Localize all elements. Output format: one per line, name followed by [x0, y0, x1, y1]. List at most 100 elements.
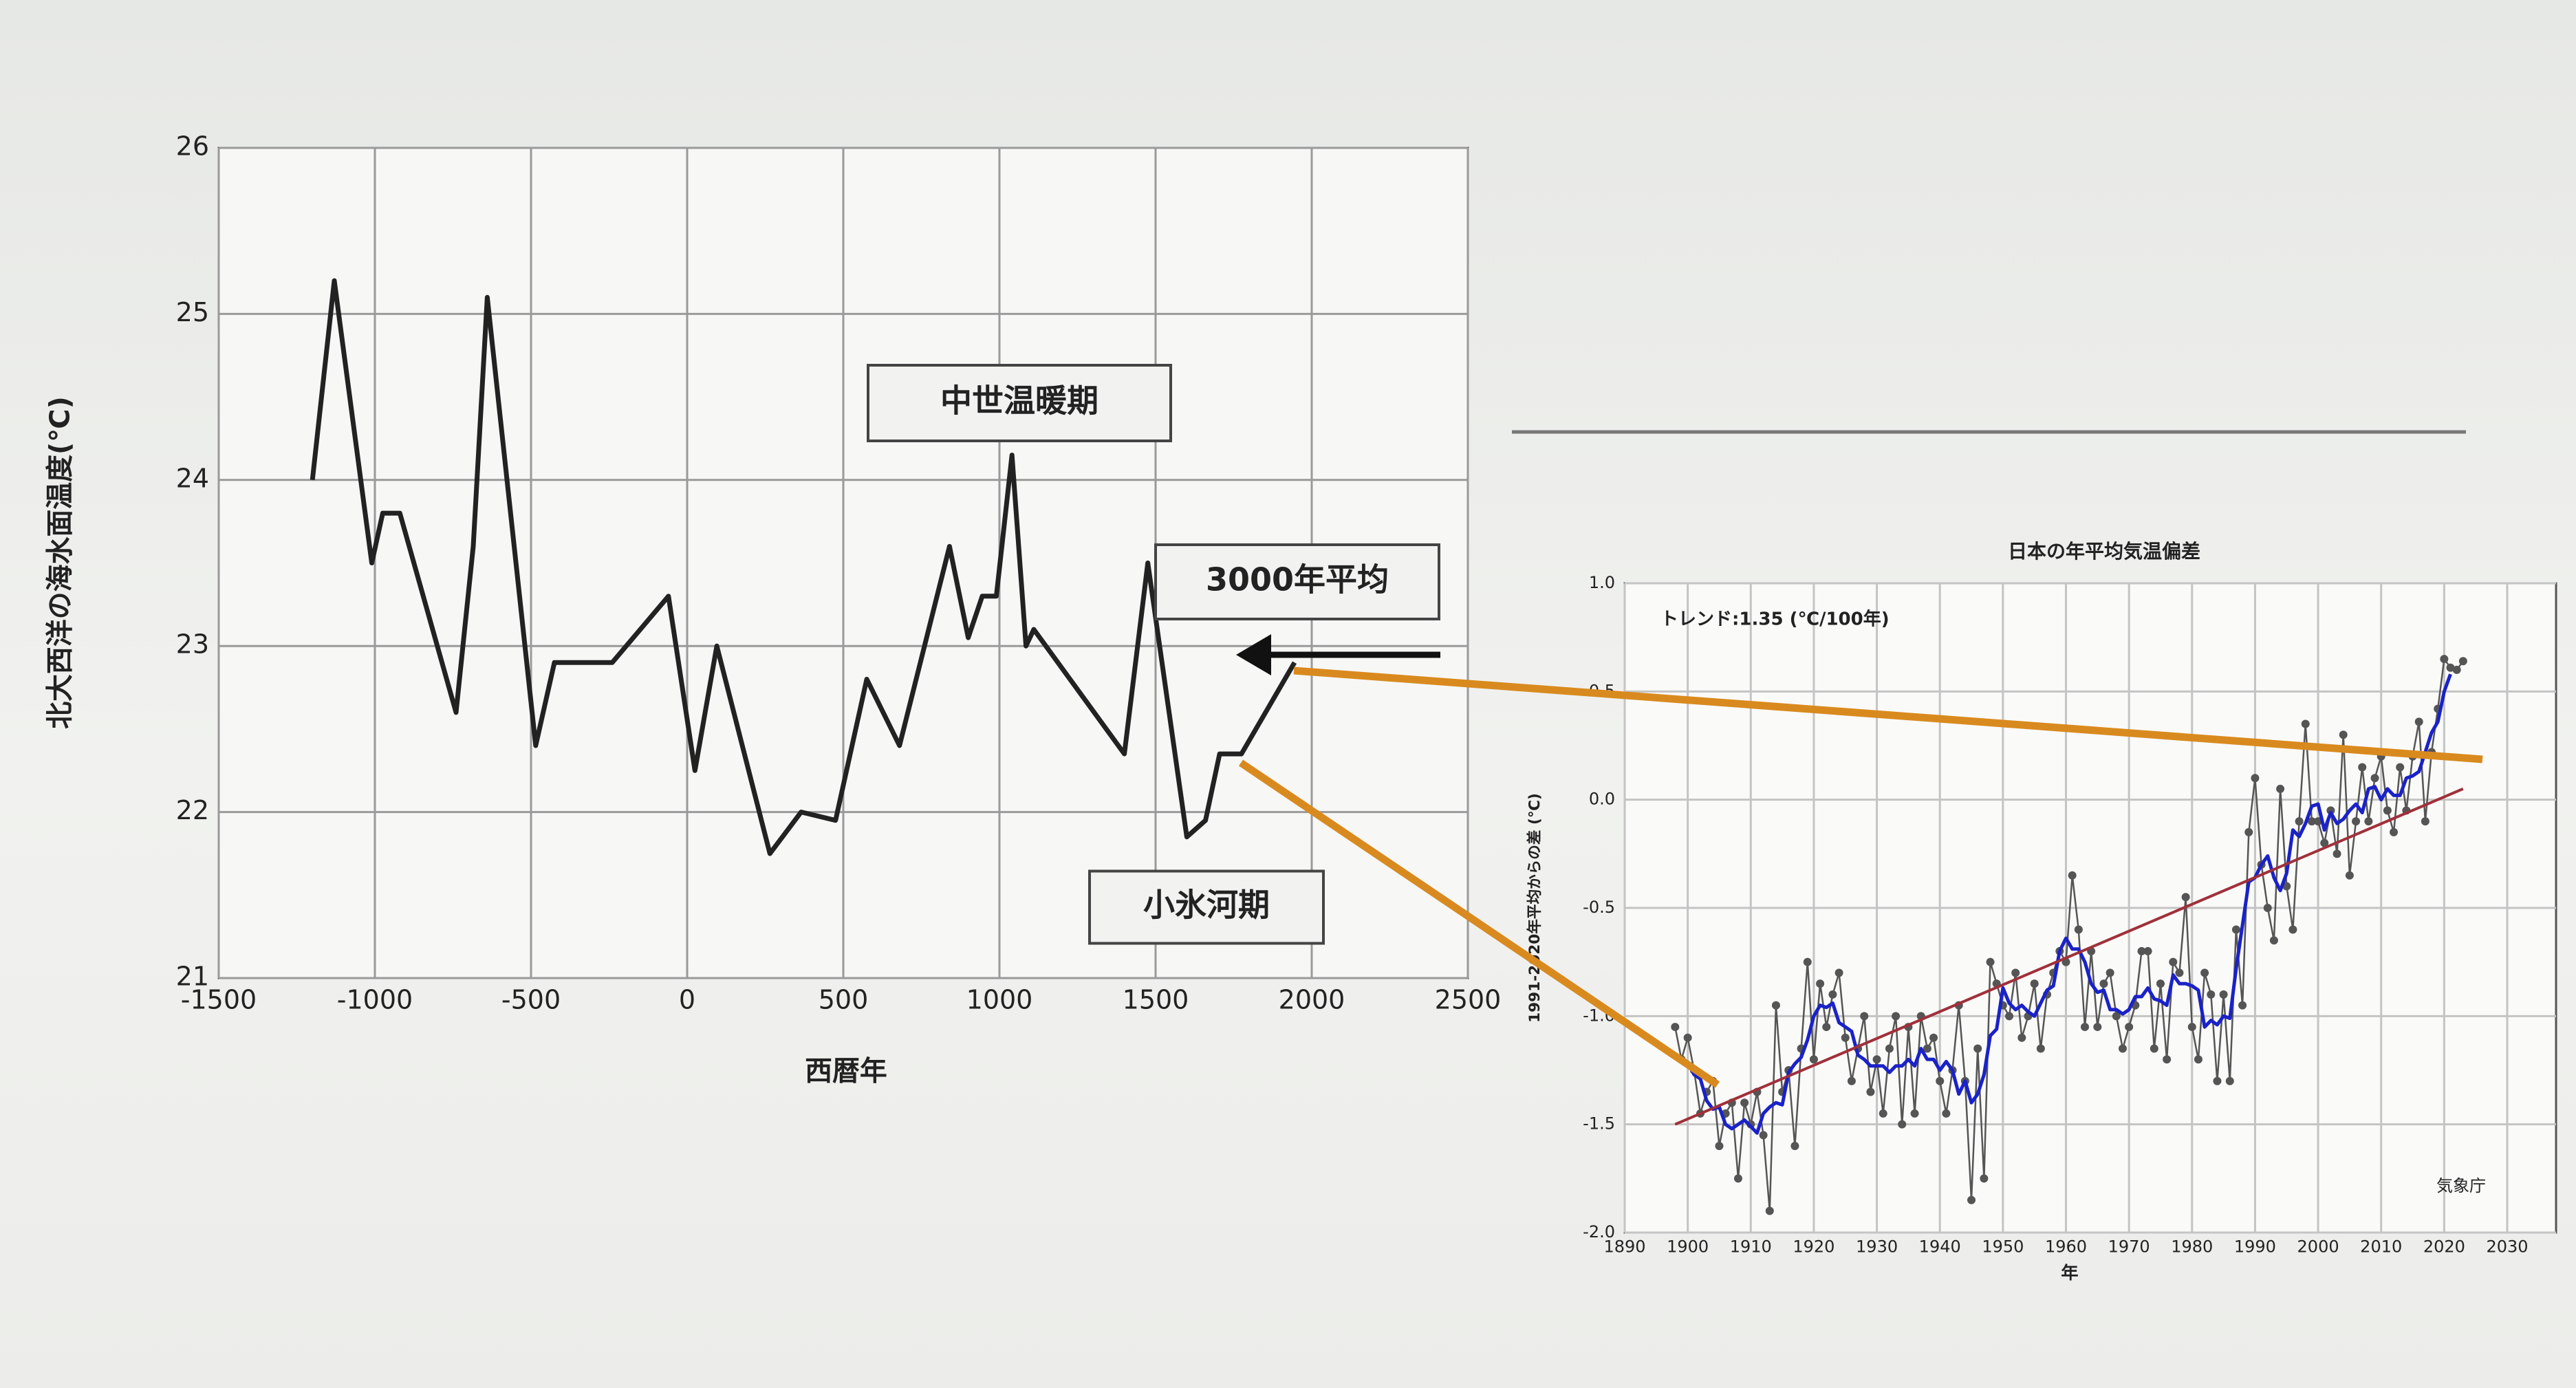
source-note: 気象庁 [2436, 1176, 2486, 1195]
data-point [1872, 1055, 1881, 1064]
x-tick-label: 2000 [1279, 985, 1345, 1015]
x-tick-label: 1960 [2045, 1237, 2087, 1257]
data-point [2225, 1076, 2234, 1085]
data-point [2213, 1076, 2222, 1085]
data-point [2011, 968, 2020, 977]
data-point [1841, 1033, 1850, 1042]
data-point [1671, 1023, 1680, 1032]
annotation: 小氷河期 [1143, 887, 1270, 924]
data-point [2370, 774, 2379, 783]
data-point [2295, 817, 2304, 826]
data-point [2339, 730, 2348, 739]
data-point [1898, 1120, 1907, 1129]
data-point [2345, 871, 2354, 880]
x-tick-label: 500 [819, 985, 869, 1015]
x-tick-label: 2500 [1435, 985, 1502, 1015]
data-point [2219, 990, 2228, 999]
data-point [2446, 663, 2455, 672]
data-point [1936, 1076, 1945, 1085]
data-point [1809, 1055, 1818, 1064]
data-point [1740, 1098, 1749, 1107]
x-tick-label: 1970 [2108, 1237, 2150, 1257]
y-tick-label: 23 [176, 629, 209, 660]
data-point [2074, 925, 2083, 934]
data-point [2390, 827, 2399, 836]
data-point [2458, 657, 2467, 666]
data-point [2200, 968, 2209, 977]
data-point [1822, 1023, 1831, 1032]
data-point [2156, 979, 2165, 988]
data-point [2187, 1023, 2196, 1032]
data-point [2326, 806, 2335, 815]
x-tick-label: 0 [679, 985, 695, 1015]
y-axis-label: 1991-2020年平均からの差 (℃) [1526, 793, 1544, 1023]
data-point [2452, 665, 2461, 674]
data-point [1929, 1033, 1938, 1042]
x-tick-label: 1950 [1982, 1237, 2024, 1257]
trend-line [1674, 788, 2464, 1126]
y-tick-label: 25 [176, 297, 209, 327]
x-tick-label: 1900 [1667, 1237, 1709, 1257]
x-tick-label: 2000 [2297, 1237, 2339, 1257]
x-tick-label: 2030 [2486, 1237, 2528, 1257]
data-point [1967, 1195, 1976, 1204]
data-point [2118, 1044, 2127, 1053]
data-point [2421, 817, 2429, 826]
data-point [1733, 1174, 1742, 1183]
annotation-box [1088, 869, 1325, 945]
data-point [1879, 1109, 1887, 1118]
data-point [2396, 763, 2405, 772]
data-point [2307, 817, 2316, 826]
data-line [310, 278, 1297, 856]
x-tick-label: 1990 [2234, 1237, 2276, 1257]
data-point [1765, 1206, 1774, 1215]
connector [1293, 666, 2483, 763]
data-point [1892, 1012, 1901, 1021]
y-tick-label: 24 [176, 463, 209, 493]
data-point [1828, 990, 1837, 999]
data-point [2080, 1023, 2089, 1032]
data-point [1683, 1033, 1692, 1042]
x-tick-label: 2020 [2423, 1237, 2465, 1257]
annotation: 中世温暖期 [940, 382, 1098, 420]
data-point [1834, 968, 1843, 977]
x-tick-label: -500 [501, 985, 561, 1015]
x-tick-label: -1500 [181, 985, 257, 1015]
data-point [2269, 936, 2278, 945]
x-axis-label: 西暦年 [805, 1056, 887, 1087]
data-point [1759, 1131, 1768, 1140]
x-axis-label: 年 [2061, 1263, 2078, 1283]
data-point [2106, 968, 2114, 977]
chart-title: 日本の年平均気温偏差 [2008, 540, 2200, 563]
y-tick-label: 21 [176, 962, 209, 992]
data-point [1973, 1044, 1982, 1053]
y-tick-label: 1.0 [1589, 573, 1615, 592]
annotation: 3000年平均 [1206, 561, 1389, 598]
data-point [1816, 979, 1825, 988]
data-point [2244, 827, 2253, 836]
data-point [1860, 1012, 1869, 1021]
data-point [2320, 838, 2329, 847]
data-point [2017, 1033, 2026, 1042]
data-point [2125, 1023, 2134, 1032]
data-point [1885, 1044, 1894, 1053]
x-tick-label: 1930 [1856, 1237, 1898, 1257]
data-point [2414, 717, 2423, 726]
annotation-box [867, 364, 1172, 442]
y-tick-label: 26 [176, 131, 209, 162]
data-point [1942, 1109, 1951, 1118]
data-point [2150, 1044, 2158, 1053]
y-tick-label: -2.0 [1583, 1222, 1615, 1241]
data-point [1771, 1001, 1780, 1010]
data-point [2068, 871, 2077, 880]
data-point [2143, 946, 2152, 955]
data-point [1910, 1109, 1919, 1118]
data-point [2333, 849, 2341, 858]
y-tick-label: -0.5 [1583, 898, 1615, 917]
trend-note: トレンド:1.35 (℃/100年) [1660, 609, 1890, 630]
data-point [2112, 1012, 2121, 1021]
x-tick-label: 2010 [2360, 1237, 2402, 1257]
arrow-head [1236, 634, 1271, 675]
connector [1238, 759, 1720, 1088]
y-tick-label: 22 [176, 795, 209, 825]
